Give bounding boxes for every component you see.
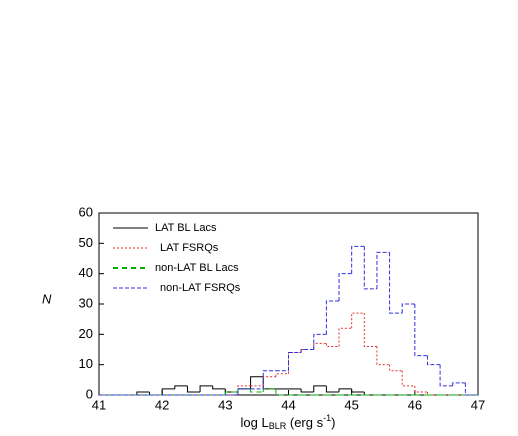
x-tick-label: 41: [92, 397, 106, 412]
histogram-step: [262, 388, 276, 392]
histogram-step: [426, 355, 441, 366]
histogram-step: [464, 382, 478, 396]
histogram-step: [338, 327, 352, 347]
y-tick-label: 30: [79, 295, 93, 310]
histogram-step: [325, 385, 340, 393]
histogram-step: [262, 376, 276, 386]
histogram-step: [275, 373, 289, 377]
histogram-step: [401, 370, 415, 387]
x-label-sup: -1: [323, 413, 331, 423]
legend-label: non-LAT FSRQs: [160, 282, 241, 294]
histogram-step: [237, 388, 251, 395]
histogram-step: [313, 333, 327, 350]
histogram-step: [300, 388, 314, 393]
y-tick-label: 20: [79, 326, 93, 341]
histogram-step: [186, 385, 201, 393]
histogram-step: [199, 385, 213, 392]
histogram-step: [338, 273, 352, 301]
histogram-step: [174, 385, 188, 389]
x-axis-label: log LBLR (erg s-1): [241, 413, 336, 431]
histogram-step: [313, 385, 327, 392]
histogram-step: [414, 385, 428, 393]
x-tick-label: 45: [344, 397, 358, 412]
histogram-step: [439, 364, 453, 387]
y-axis-label: N: [42, 291, 52, 306]
histogram-step: [389, 364, 403, 372]
x-label-sub: BLR: [269, 421, 287, 431]
histogram-step: [288, 352, 302, 374]
x-tick-label: 43: [218, 397, 232, 412]
x-tick-label: 42: [155, 397, 169, 412]
histogram-step: [288, 352, 302, 371]
histogram-step: [237, 385, 251, 395]
y-tick-label: 0: [86, 386, 93, 401]
histogram-step: [414, 304, 428, 357]
legend-label: non-LAT BL Lacs: [155, 262, 239, 274]
histogram-step: [313, 342, 327, 350]
legend-label: LAT BL Lacs: [155, 222, 217, 234]
x-label-part: log L: [241, 415, 269, 430]
histogram-step: [161, 388, 175, 395]
histogram-step: [325, 300, 340, 335]
histogram-step: [426, 391, 441, 396]
y-tick-label: 10: [79, 356, 93, 371]
histogram-step: [363, 313, 377, 347]
histogram-step: [136, 391, 150, 395]
y-tick-label: 60: [79, 204, 93, 219]
histogram-step: [351, 388, 365, 393]
histogram-step: [351, 245, 365, 274]
histogram-step: [262, 376, 276, 390]
x-tick-label: 46: [408, 397, 422, 412]
histogram-step: [452, 382, 466, 386]
histogram-step: [401, 303, 415, 314]
histogram-step: [351, 312, 365, 329]
histogram-step: [250, 376, 264, 389]
histogram-step: [262, 370, 276, 389]
histogram-step: [325, 343, 340, 347]
histogram-step: [338, 388, 352, 392]
histogram-step: [363, 246, 377, 290]
y-tick-label: 40: [79, 265, 93, 280]
histogram-step: [224, 391, 238, 395]
legend-label: LAT FSRQs: [160, 242, 219, 254]
histogram-step: [275, 388, 289, 396]
x-label-part: (erg s: [286, 415, 323, 430]
histogram-step: [389, 252, 403, 314]
histogram-step: [376, 346, 390, 366]
histogram-step: [212, 385, 226, 390]
x-tick-label: 44: [281, 397, 295, 412]
y-tick-label: 50: [79, 235, 93, 250]
histogram-step: [250, 388, 264, 393]
histogram-step: [376, 251, 390, 289]
x-tick-label: 47: [471, 397, 485, 412]
histogram-step: [300, 349, 314, 353]
x-label-part: ): [331, 415, 335, 430]
